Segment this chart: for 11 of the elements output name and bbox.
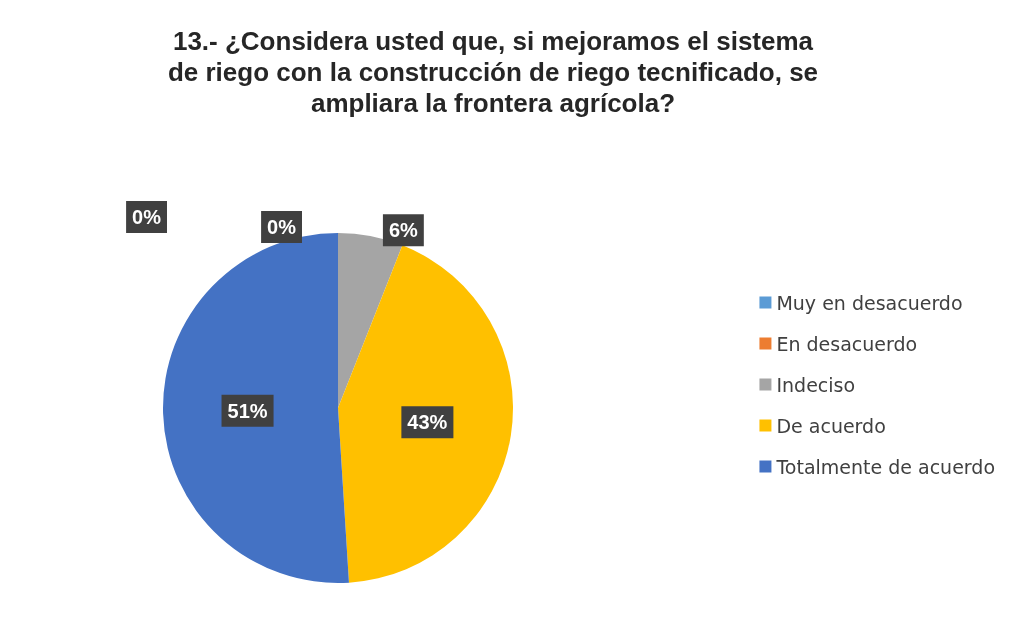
data-label: 43%	[407, 411, 448, 434]
legend-label: Totalmente de acuerdo	[775, 455, 996, 478]
legend-label: Muy en desacuerdo	[776, 291, 963, 314]
chart-title: 13.- ¿Considera usted que, si mejoramos el sistema de riego con la construcción de riego tecnificado, se ampliara la frontera agrícola?	[167, 25, 819, 118]
legend-label: En desacuerdo	[776, 332, 918, 355]
legend-label: De acuerdo	[776, 414, 886, 437]
text: 0%	[132, 206, 161, 228]
text: 0%	[267, 216, 296, 238]
data-label: 6%	[388, 219, 419, 242]
data-label: 51%	[227, 399, 268, 422]
legend-label: Indeciso	[776, 373, 856, 396]
